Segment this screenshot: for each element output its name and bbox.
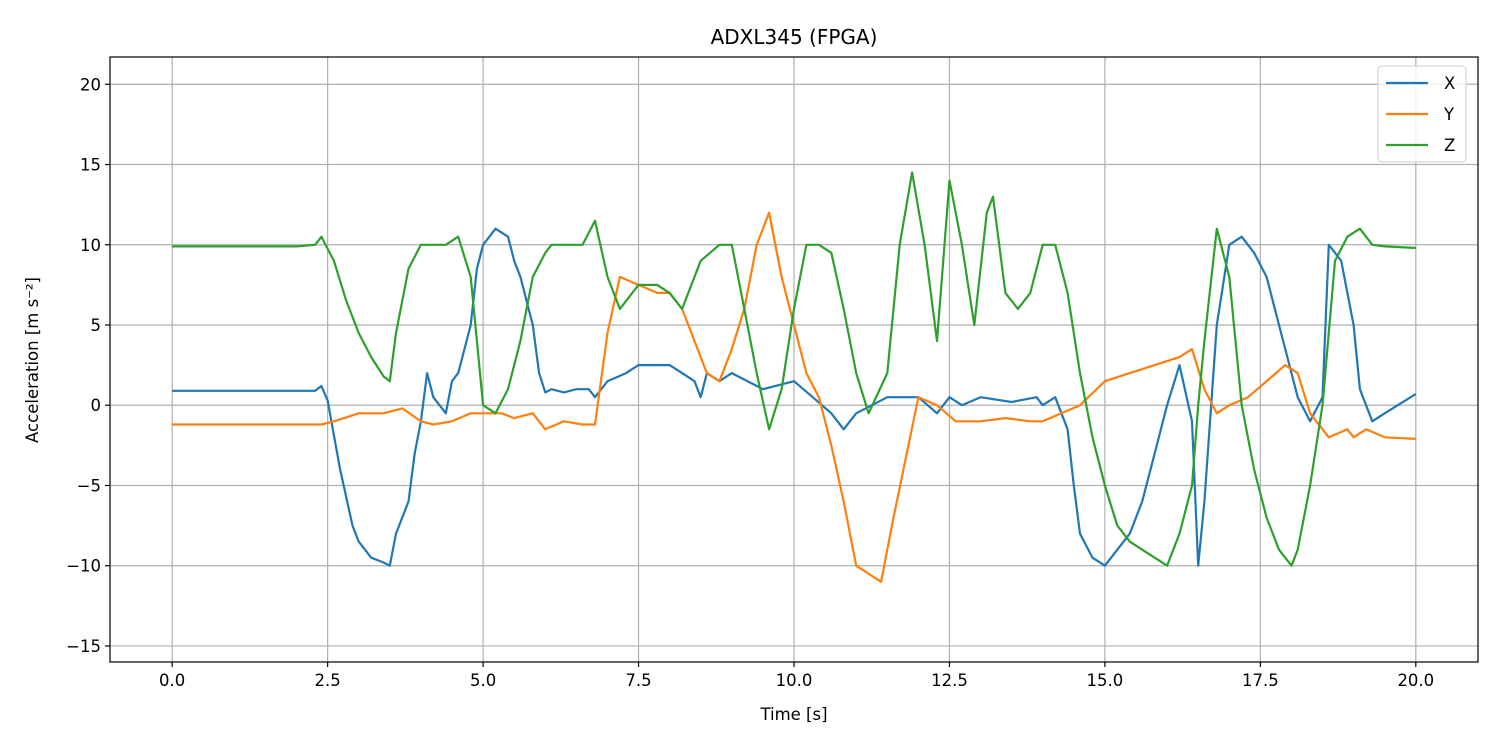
y-tick-label: 5 — [91, 316, 102, 335]
x-tick-label: 10.0 — [776, 671, 813, 690]
series-line-z — [172, 171, 1416, 567]
legend-label-z: Z — [1444, 136, 1455, 155]
y-tick-label: −5 — [77, 476, 101, 495]
y-tick-label: 10 — [80, 236, 101, 255]
legend-label-x: X — [1444, 74, 1455, 93]
x-axis-label: Time [s] — [759, 705, 827, 724]
x-tick-label: 20.0 — [1397, 671, 1434, 690]
x-tick-label: 2.5 — [315, 671, 341, 690]
x-tick-label: 5.0 — [470, 671, 496, 690]
legend-label-y: Y — [1443, 105, 1455, 124]
series-line-x — [172, 227, 1417, 567]
chart-title: ADXL345 (FPGA) — [711, 25, 878, 49]
x-tick-label: 17.5 — [1242, 671, 1279, 690]
legend-items: XYZ — [1386, 74, 1455, 155]
plot-area — [172, 171, 1417, 583]
y-tick-label: 20 — [80, 75, 101, 94]
y-tick-label: −10 — [66, 557, 101, 576]
series-group — [172, 171, 1417, 583]
x-ticks: 0.0 2.5 5.0 7.5 10.0 12.5 15.0 17.5 20.0 — [159, 662, 1434, 690]
x-tick-label: 15.0 — [1087, 671, 1124, 690]
x-tick-label: 7.5 — [625, 671, 651, 690]
y-tick-label: 0 — [91, 396, 102, 415]
x-tick-label: 12.5 — [931, 671, 968, 690]
y-tick-label: 15 — [80, 156, 101, 175]
y-tick-label: −15 — [66, 637, 101, 656]
x-tick-label: 0.0 — [159, 671, 185, 690]
series-line-y — [172, 211, 1416, 583]
y-ticks: −15 −10 −5 0 5 10 15 20 — [66, 75, 110, 656]
legend: XYZ — [1377, 65, 1467, 163]
y-axis-label: Acceleration [m s⁻²] — [23, 277, 42, 443]
